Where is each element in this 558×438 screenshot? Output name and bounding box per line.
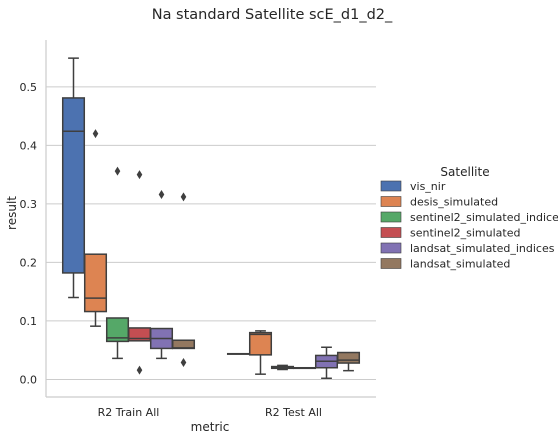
legend-label: landsat_simulated: [410, 258, 510, 271]
box-series: [61, 57, 361, 380]
box-element: [61, 57, 86, 299]
box-iqr: [336, 351, 361, 364]
outlier-point: [136, 170, 143, 180]
legend-swatch: [380, 258, 402, 269]
legend-swatch: [380, 242, 402, 254]
box-element: [226, 352, 251, 355]
series-landsat-simulated-indices: [149, 190, 339, 380]
chart-title: Na standard Satellite scE_d1_d2_: [152, 7, 393, 23]
outlier-point: [92, 129, 99, 139]
legend-label: sentinel2_simulated: [410, 227, 520, 240]
y-tick-label: 0.4: [20, 139, 38, 152]
series-desis-simulated: [83, 129, 273, 375]
y-tick-label: 0.1: [20, 315, 38, 328]
box-element: [83, 129, 108, 327]
outlier-point: [158, 190, 165, 200]
legend: Satellite vis_nir desis_simulated sentinel…: [380, 165, 558, 271]
y-tick-label: 0.5: [20, 81, 38, 94]
y-tick-label: 0.0: [20, 373, 38, 386]
box-element: [248, 330, 273, 375]
legend-swatch: [380, 180, 402, 192]
legend-swatch: [380, 211, 402, 223]
box-element: [105, 166, 130, 360]
outlier-point: [136, 365, 143, 375]
axes: [45, 40, 376, 398]
x-tick-label: R2 Train All: [98, 406, 160, 419]
legend-items: vis_nir desis_simulated sentinel2_simulate…: [380, 180, 558, 271]
y-axis-label: result: [5, 196, 19, 230]
box-iqr: [83, 253, 108, 313]
legend-item: landsat_simulated_indices: [380, 242, 555, 255]
box-element: [127, 170, 152, 375]
legend-label: landsat_simulated_indices: [410, 242, 555, 255]
y-tick-label: 0.2: [20, 256, 38, 269]
legend-title: Satellite: [440, 165, 489, 179]
box-element: [292, 366, 317, 370]
legend-item: landsat_simulated: [380, 258, 510, 271]
legend-label: sentinel2_simulated_indices: [410, 211, 558, 224]
box-iqr: [61, 97, 86, 274]
outlier-point: [180, 192, 187, 202]
box-element: [314, 346, 339, 380]
box-iqr: [248, 331, 273, 356]
box-element: [336, 351, 361, 372]
legend-label: desis_simulated: [410, 196, 498, 209]
box-element: [270, 364, 295, 371]
box-element: [149, 190, 174, 360]
legend-swatch: [380, 196, 402, 207]
legend-label: vis_nir: [410, 180, 446, 193]
legend-item: sentinel2_simulated_indices: [380, 211, 558, 224]
box-element: [171, 192, 196, 367]
x-tick-label: R2 Test All: [265, 406, 322, 419]
x-axis-label: metric: [191, 420, 230, 434]
legend-swatch: [380, 227, 402, 238]
legend-item: sentinel2_simulated: [380, 227, 520, 240]
axis-ticks: 0.0 0.1 0.2 0.3 0.4 0.5 R2 Train All R2 Test Al…: [20, 81, 322, 419]
y-tick-label: 0.3: [20, 198, 38, 211]
series-landsat-simulated: [171, 192, 361, 372]
outlier-point: [180, 357, 187, 367]
legend-item: desis_simulated: [380, 196, 498, 209]
series-vis-nir: [61, 57, 251, 355]
series-sentinel2-simulated: [127, 170, 317, 375]
legend-item: vis_nir: [380, 180, 446, 193]
outlier-point: [114, 166, 121, 176]
